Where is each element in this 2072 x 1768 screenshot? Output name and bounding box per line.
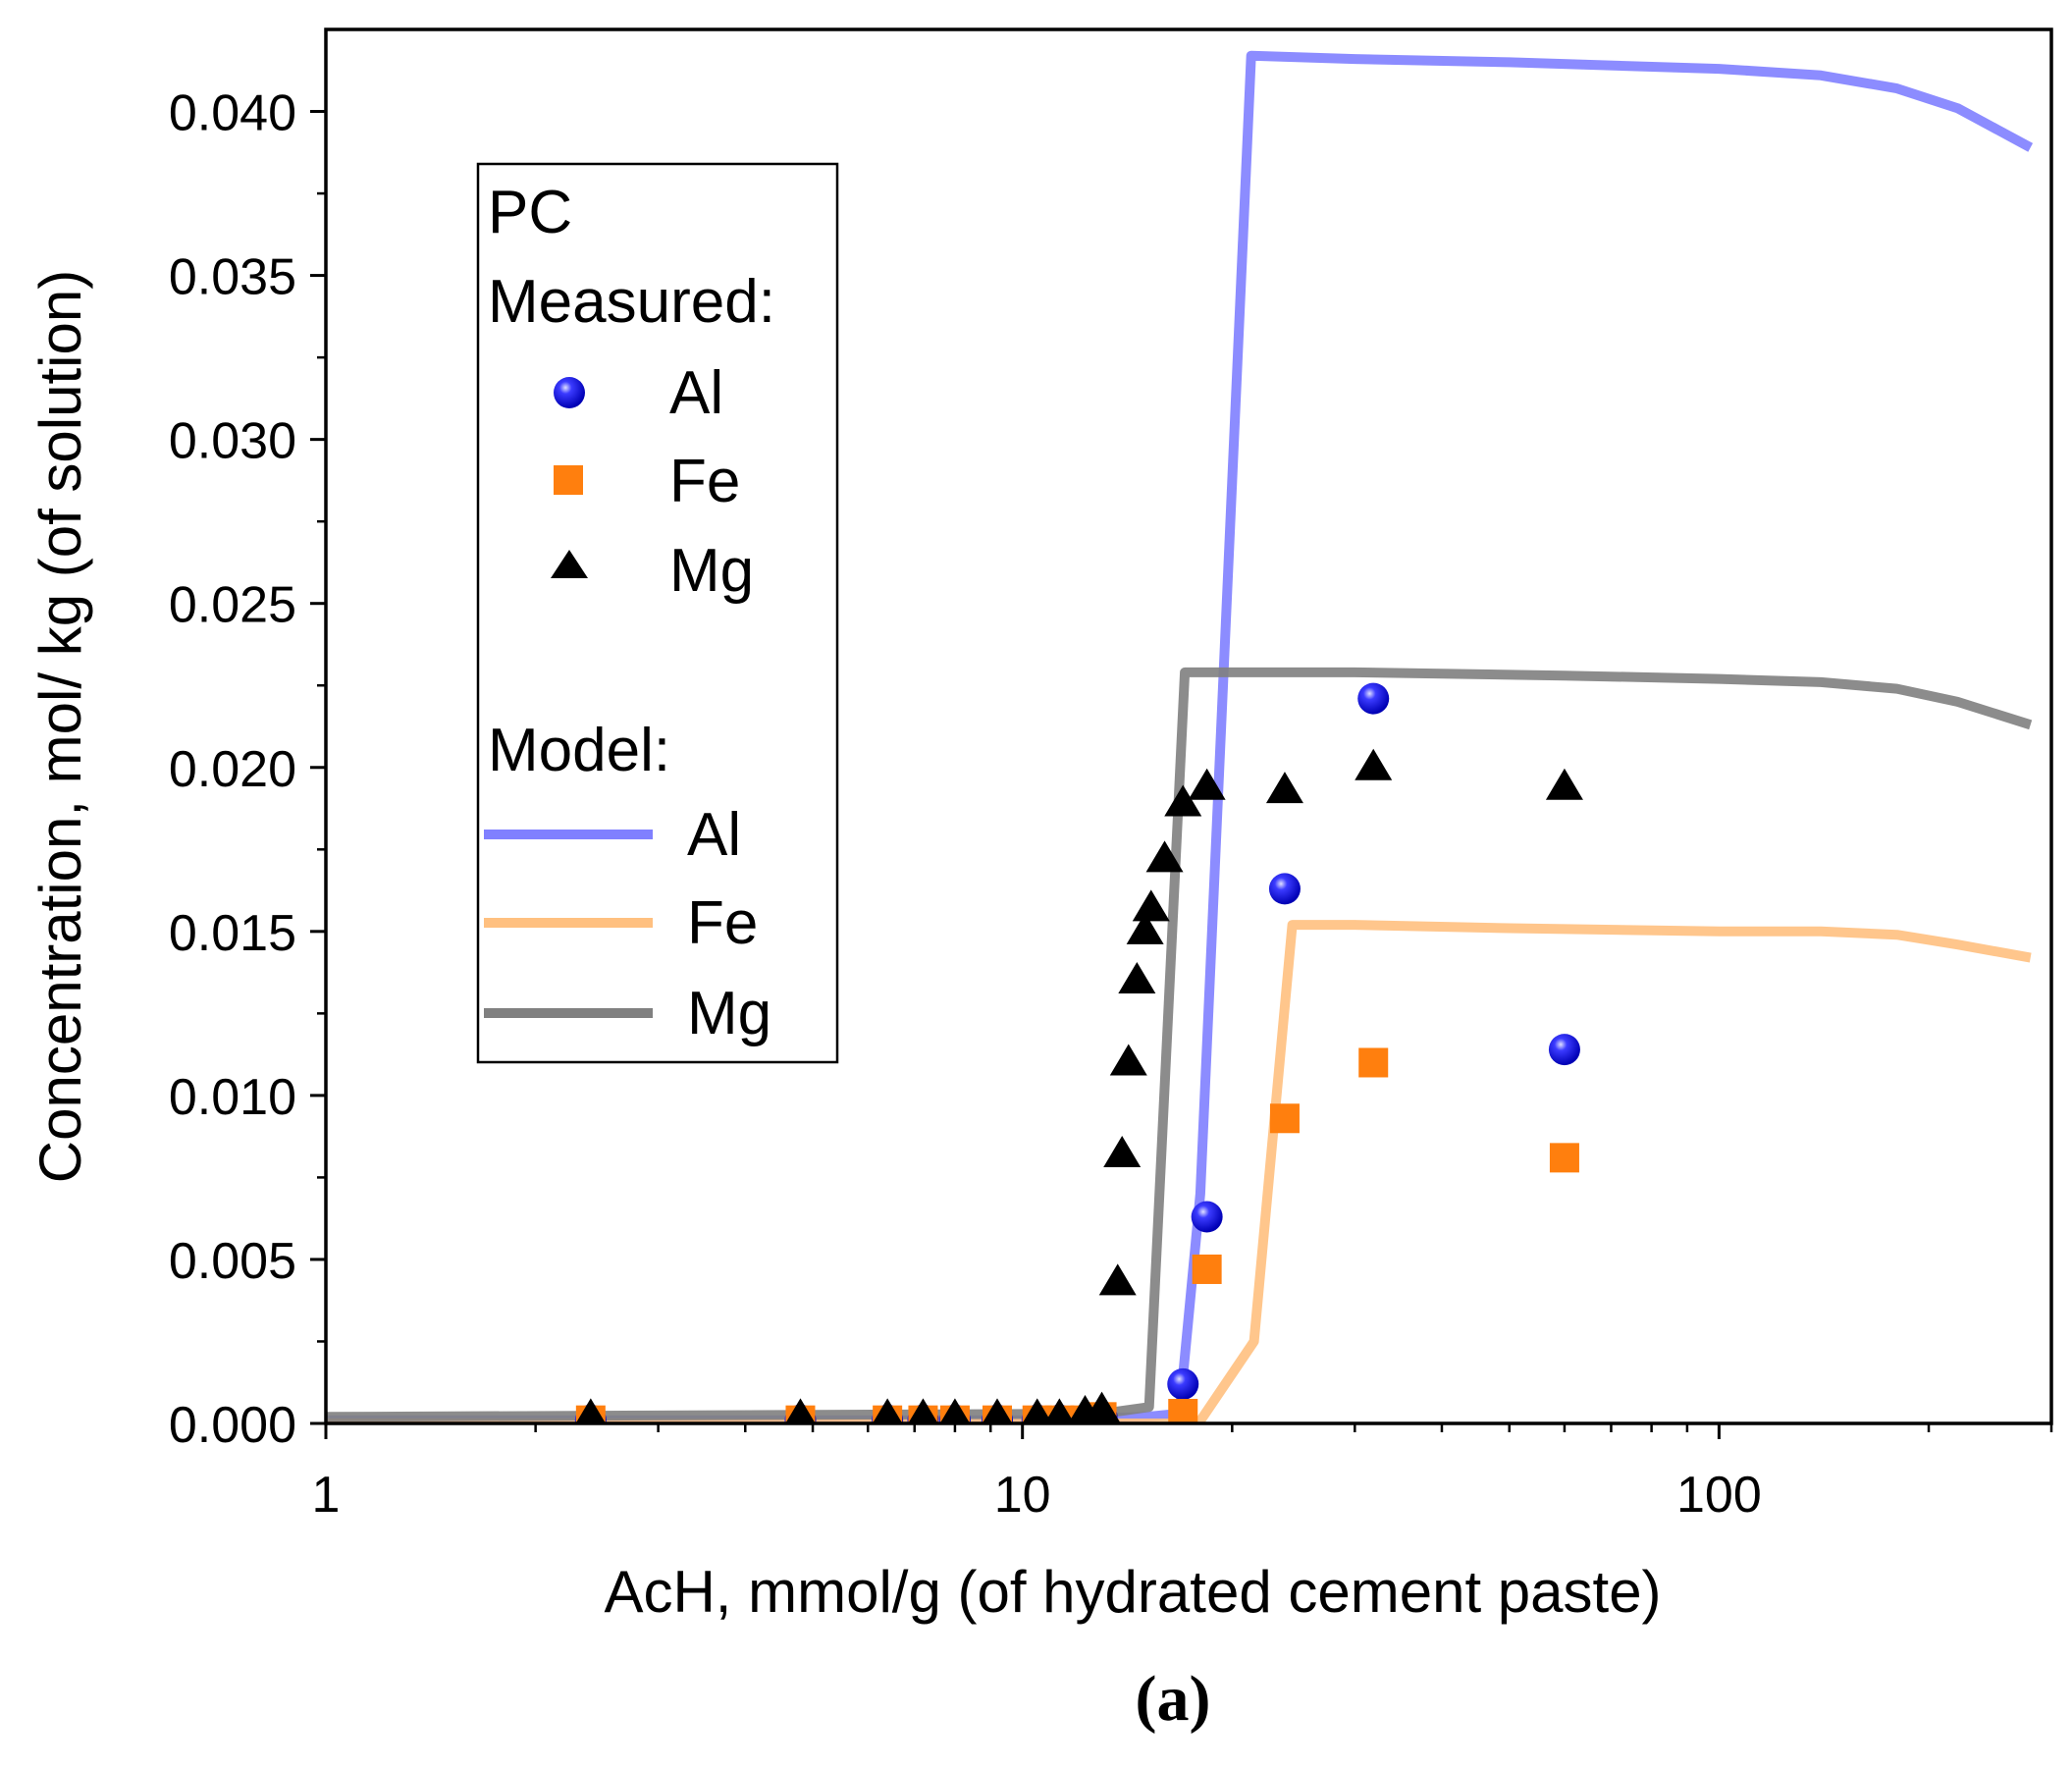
y-tick-label: 0.035	[169, 249, 296, 306]
measured-mg-point	[872, 1398, 903, 1423]
model-line-fe	[326, 920, 2032, 1423]
measured-mg-point	[1265, 772, 1303, 804]
measured-fe-point	[1269, 1103, 1300, 1134]
legend-model-al-label: Al	[687, 801, 741, 869]
y-tick-label: 0.030	[169, 413, 296, 470]
measured-fe-point	[1549, 1143, 1579, 1173]
y-axis: 0.000 0.005 0.010 0.015 0.020 0.025 0.030 0.035…	[169, 85, 326, 1454]
measured-mg-point	[1355, 748, 1393, 780]
x-axis: 1 10 100	[312, 1423, 2053, 1524]
y-tick-label: 0.000	[169, 1397, 296, 1454]
legend-model-heading: Model:	[488, 717, 670, 784]
legend-mg-marker-icon	[551, 550, 588, 578]
legend-fe-marker-icon	[554, 465, 583, 495]
measured-mg-point	[1164, 784, 1202, 817]
legend-model-fe-label: Fe	[687, 889, 758, 957]
measured-mg-point	[1103, 1136, 1142, 1168]
legend-box	[476, 162, 839, 1064]
measured-mg-point	[1044, 1398, 1075, 1423]
y-tick-label: 0.020	[169, 741, 296, 798]
legend-al-marker-icon	[554, 377, 585, 408]
measured-al-point	[1268, 873, 1301, 905]
model-line-mg	[326, 667, 2033, 1422]
y-axis-title: Concentration, mol/ kg (of solution)	[27, 270, 93, 1183]
measured-mg-point	[1118, 961, 1156, 993]
legend-measured-heading: Measured:	[488, 268, 775, 336]
measured-mg-point	[982, 1398, 1013, 1423]
y-tick-label: 0.005	[169, 1233, 296, 1290]
measured-al-point	[1548, 1034, 1580, 1066]
measured-mg-point	[1098, 1263, 1137, 1296]
plot-frame	[324, 27, 2053, 1425]
y-tick-label: 0.010	[169, 1069, 296, 1126]
measured-mg-point	[1132, 889, 1170, 922]
y-tick-label: 0.025	[169, 577, 296, 634]
model-line-al	[326, 50, 2034, 1423]
legend: PC Measured: Al Fe Mg Model: Al Fe Mg	[476, 162, 839, 1064]
legend-measured-fe-label: Fe	[669, 448, 740, 515]
measured-mg-point	[785, 1398, 816, 1423]
measured-al-point	[1167, 1367, 1199, 1400]
measured-mg-point	[1126, 912, 1164, 944]
x-tick-label: 10	[994, 1467, 1051, 1524]
measured-mg-point	[1109, 1044, 1147, 1076]
measured-mg-point	[908, 1398, 938, 1423]
y-tick-label: 0.015	[169, 905, 296, 962]
legend-model-mg-label: Mg	[687, 980, 771, 1047]
x-tick-label: 1	[312, 1467, 341, 1524]
model-curves	[326, 50, 2034, 1423]
panel-label: (a)	[1136, 1663, 1211, 1735]
legend-title: PC	[488, 179, 572, 246]
x-axis-title: AcH, mmol/g (of hydrated cement paste)	[604, 1559, 1661, 1625]
measured-mg-point	[1022, 1398, 1052, 1423]
measured-mg-point	[1083, 1391, 1121, 1423]
measured-mg-point	[1188, 768, 1226, 800]
measured-mg-point	[1545, 768, 1583, 800]
measured-al-point	[1191, 1201, 1223, 1233]
measured-al-point	[1357, 682, 1390, 715]
y-tick-label: 0.040	[169, 85, 296, 142]
measured-fe-point	[1168, 1398, 1198, 1423]
x-tick-label: 100	[1676, 1467, 1762, 1524]
measured-markers	[574, 682, 1583, 1423]
measured-fe-point	[1192, 1254, 1222, 1284]
measured-mg-point	[939, 1398, 971, 1423]
legend-measured-mg-label: Mg	[669, 537, 754, 605]
measured-fe-point	[1358, 1047, 1389, 1078]
measured-mg-point	[575, 1398, 607, 1423]
legend-measured-al-label: Al	[669, 359, 723, 427]
measured-mg-point	[1145, 840, 1184, 873]
